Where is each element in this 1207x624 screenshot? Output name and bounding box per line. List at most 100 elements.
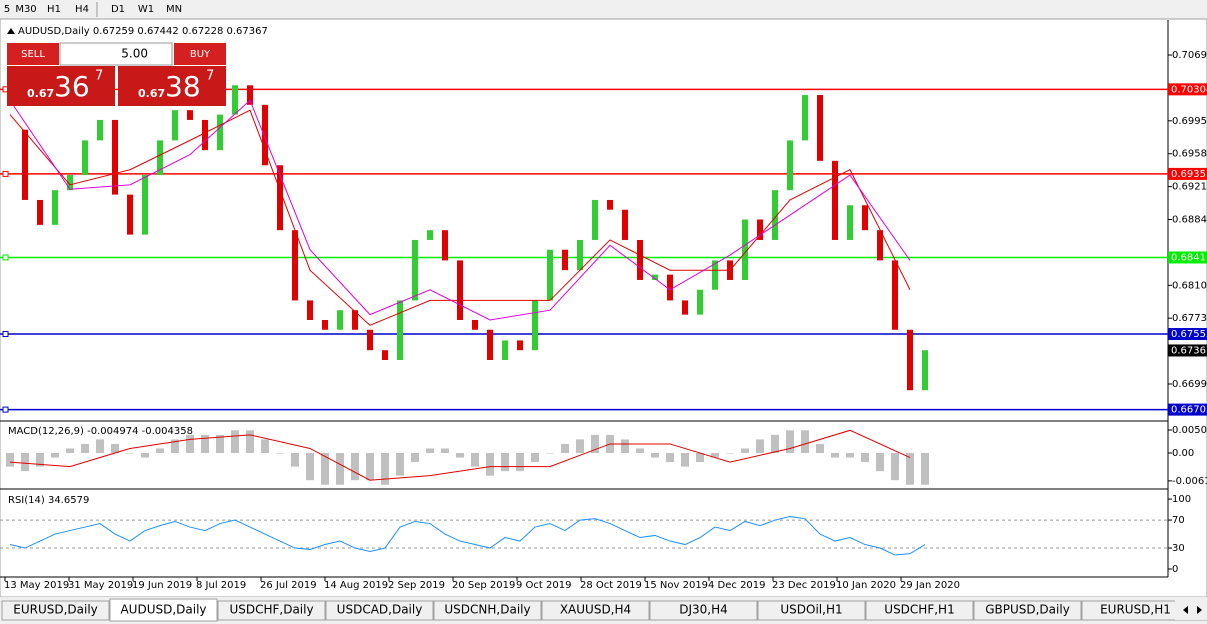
price-mid: 36 [54, 70, 90, 103]
candle [262, 104, 268, 166]
tab[interactable] [325, 600, 434, 621]
tab[interactable] [757, 600, 866, 621]
tab-label[interactable]: USDCHF,Daily [229, 603, 313, 617]
tab-label[interactable]: USDCHF,H1 [884, 603, 954, 617]
lots-box[interactable] [59, 42, 173, 66]
tab[interactable] [649, 600, 758, 621]
macd-bar [276, 453, 284, 454]
rsi-title: RSI(14) 34.6579 [8, 495, 89, 506]
tab[interactable] [109, 598, 218, 622]
candle [757, 219, 763, 240]
candle [382, 350, 388, 360]
candle [502, 340, 508, 360]
macd-bar [501, 453, 509, 472]
tab-label[interactable]: USDCAD,Daily [337, 603, 423, 617]
macd-bar [201, 434, 209, 454]
price-small: 7 [95, 69, 103, 84]
candle [472, 319, 478, 330]
candle [232, 85, 238, 115]
macd-bar [756, 439, 764, 454]
price-box[interactable] [7, 66, 115, 106]
macd-bar [636, 448, 644, 454]
tab[interactable] [217, 600, 326, 621]
macd-bar [426, 448, 434, 454]
macd-bar [216, 434, 224, 454]
candle [322, 319, 328, 330]
macd-bar [171, 439, 179, 454]
candle [457, 260, 463, 320]
macd-bar [396, 453, 404, 476]
candle [817, 95, 823, 161]
timeframe-button[interactable]: MN [166, 4, 182, 15]
x-tick-label: 29 Jan 2020 [900, 580, 960, 591]
buy-label[interactable]: BUY [190, 49, 211, 60]
candle [157, 140, 163, 176]
buy-button[interactable] [174, 43, 226, 65]
y-tick-label: 0.005076 [1172, 425, 1207, 436]
tab-label[interactable]: USDCNH,Daily [444, 603, 530, 617]
macd-bar [456, 453, 464, 458]
tab-label[interactable]: GBPUSD,Daily [985, 603, 1070, 617]
tab-label[interactable]: DJ30,H4 [679, 603, 728, 617]
tab[interactable] [1, 600, 110, 621]
price-box[interactable] [118, 66, 226, 106]
tab[interactable] [865, 600, 974, 621]
tab[interactable] [433, 600, 542, 621]
macd-bar [516, 453, 524, 472]
candle [82, 140, 88, 176]
candle [667, 274, 673, 301]
macd-bar [291, 453, 299, 467]
macd-bar [786, 430, 794, 454]
candle [862, 205, 868, 231]
macd-bar [531, 453, 539, 463]
macd-bar [876, 453, 884, 472]
candle [847, 205, 853, 240]
macd-bar [696, 453, 704, 463]
tab-label[interactable]: EURUSD,H1 [1100, 603, 1171, 617]
macd-bar [666, 453, 674, 463]
price-mid: 38 [165, 70, 201, 103]
timeframe-button[interactable]: M30 [15, 4, 36, 15]
macd-bar [591, 434, 599, 454]
lots-value[interactable]: 5.00 [121, 47, 148, 61]
x-tick-label: 28 Oct 2019 [580, 580, 642, 591]
level-label: 0.68413 [1171, 252, 1207, 263]
candle [802, 95, 808, 141]
macd-bar [441, 448, 449, 454]
timeframe-button[interactable]: D1 [111, 4, 125, 15]
candle [547, 249, 553, 301]
tab-label[interactable]: EURUSD,Daily [13, 603, 98, 617]
y-tick-label: 0 [1172, 564, 1178, 575]
timeframe-button[interactable]: 5 [4, 4, 10, 15]
macd-bar [261, 439, 269, 454]
timeframe-button[interactable]: H4 [75, 4, 89, 15]
macd-bar [816, 443, 824, 454]
tab[interactable] [541, 600, 650, 621]
sell-label[interactable]: SELL [21, 49, 45, 60]
timeframe-button[interactable]: W1 [138, 4, 154, 15]
macd-bar [126, 453, 134, 454]
timeframe-button[interactable]: H1 [47, 4, 61, 15]
macd-bar [651, 453, 659, 458]
tab-label[interactable]: AUDUSD,Daily [120, 603, 206, 617]
sell-button[interactable] [7, 43, 59, 65]
x-tick-label: 9 Oct 2019 [516, 580, 571, 591]
macd-title: MACD(12,26,9) -0.004974 -0.004358 [8, 426, 193, 437]
candle [307, 300, 313, 320]
tab[interactable] [973, 600, 1082, 621]
candle [652, 274, 658, 280]
tab-scroll-right[interactable] [1197, 606, 1202, 614]
candle [892, 260, 898, 330]
candle [712, 260, 718, 290]
macd-bar [681, 453, 689, 467]
candle [247, 85, 253, 105]
tab-label[interactable]: USDOil,H1 [780, 603, 842, 617]
tab-scroll-left[interactable] [1183, 606, 1188, 614]
macd-bar [366, 453, 374, 481]
macd-bar [906, 453, 914, 485]
tab-label[interactable]: XAUUSD,H4 [560, 603, 631, 617]
macd-bar [351, 453, 359, 481]
level-label-box [1168, 251, 1207, 264]
